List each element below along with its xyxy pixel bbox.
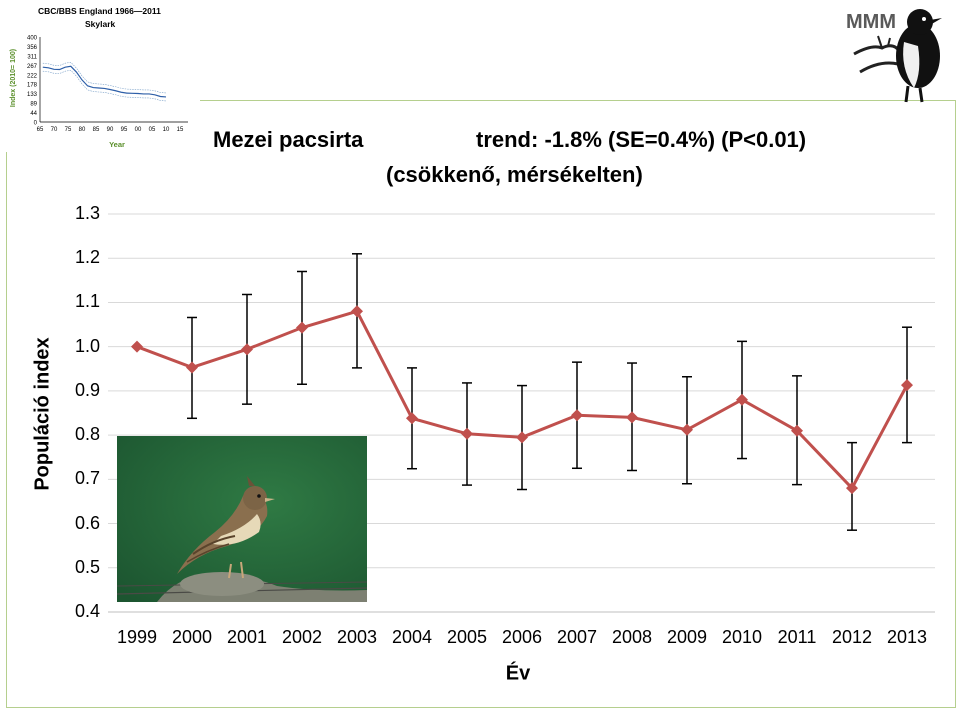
skylark-photo <box>117 436 367 602</box>
inset-y-tick-label: 89 <box>30 102 37 108</box>
data-point <box>901 379 913 392</box>
inset-y-tick-label: 44 <box>30 111 37 117</box>
inset-y-tick-label: 0 <box>34 121 38 127</box>
mmm-logo: MMM <box>846 9 942 103</box>
y-tick-label: 1.2 <box>74 247 100 268</box>
data-point <box>241 343 253 356</box>
data-point <box>571 409 583 422</box>
inset-x-tick-label: 15 <box>177 127 184 133</box>
data-point <box>461 427 473 440</box>
inset-ylabel: Index (2010= 100) <box>10 49 17 107</box>
x-tick-label: 2012 <box>831 627 873 647</box>
inset-series-line <box>42 65 167 98</box>
x-tick-label: 2008 <box>611 627 653 647</box>
inset-y-tick-label: 400 <box>27 36 38 42</box>
data-point <box>351 305 363 318</box>
inset-y-tick-label: 311 <box>27 54 37 60</box>
inset-y-tick-label: 267 <box>27 64 38 70</box>
x-tick-label: 2009 <box>666 627 708 647</box>
data-point <box>626 411 638 424</box>
x-axis-title: Év <box>505 662 531 685</box>
data-point <box>406 412 418 425</box>
x-tick-label: 2013 <box>886 627 928 647</box>
inset-x-tick-label: 00 <box>135 127 142 133</box>
y-tick-label: 0.6 <box>74 512 100 533</box>
y-tick-label: 0.9 <box>74 379 100 400</box>
x-tick-label: 2003 <box>336 627 378 647</box>
inset-x-tick-label: 65 <box>37 127 44 133</box>
x-tick-label: 2004 <box>391 627 433 647</box>
y-tick-label: 1.1 <box>74 291 100 312</box>
inset-y-tick-label: 356 <box>27 45 38 51</box>
x-tick-label: 2010 <box>721 627 763 647</box>
x-tick-label: 2011 <box>777 627 817 647</box>
inset-y-tick-label: 178 <box>27 83 38 89</box>
inset-x-tick-label: 05 <box>149 127 156 133</box>
data-point <box>516 431 528 444</box>
inset-chart: CBC/BBS England 1966—2011 Skylark Index … <box>0 0 200 152</box>
inset-x-tick-label: 10 <box>163 127 170 133</box>
inset-x-tick-label: 75 <box>65 127 72 133</box>
y-tick-label: 0.4 <box>74 601 100 621</box>
inset-x-tick-label: 85 <box>93 127 100 133</box>
x-tick-label: 2007 <box>556 627 598 647</box>
x-tick-label: 2005 <box>446 627 488 647</box>
x-tick-label: 2000 <box>171 627 213 647</box>
data-point <box>736 393 748 406</box>
data-point <box>681 423 693 436</box>
inset-y-tick-label: 133 <box>27 92 38 98</box>
inset-x-tick-label: 95 <box>121 127 128 133</box>
y-tick-label: 0.8 <box>74 424 100 445</box>
data-point <box>131 340 143 353</box>
chart-title-trend: trend: -1.8% (SE=0.4%) (P<0.01) <box>476 127 807 152</box>
inset-y-tick-label: 222 <box>27 73 38 79</box>
data-point <box>791 424 803 437</box>
bird-logo-icon <box>853 9 942 103</box>
inset-subtitle: Skylark <box>85 19 116 29</box>
inset-xlabel: Year <box>109 140 125 149</box>
data-point <box>296 321 308 334</box>
chart-title-species: Mezei pacsirta <box>213 127 364 152</box>
x-tick-label: 2002 <box>281 627 323 647</box>
y-axis-title: Populáció index <box>31 337 54 491</box>
inset-title: CBC/BBS England 1966—2011 <box>38 6 161 16</box>
data-point <box>846 482 858 495</box>
inset-ci-line <box>42 70 167 102</box>
y-tick-label: 0.7 <box>74 468 100 489</box>
y-tick-label: 0.5 <box>74 556 100 577</box>
chart-title-description: (csökkenő, mérsékelten) <box>386 162 643 187</box>
x-tick-label: 2001 <box>226 627 268 647</box>
inset-ci-line <box>42 62 167 94</box>
x-tick-label: 1999 <box>116 627 158 647</box>
inset-x-tick-label: 90 <box>107 127 114 133</box>
y-tick-label: 1.0 <box>74 335 100 356</box>
data-point <box>186 361 198 374</box>
inset-x-tick-label: 80 <box>79 127 86 133</box>
logo-text: MMM <box>846 11 896 33</box>
x-tick-label: 2006 <box>501 627 543 647</box>
inset-x-tick-label: 70 <box>51 127 58 133</box>
y-tick-label: 1.3 <box>74 203 100 223</box>
